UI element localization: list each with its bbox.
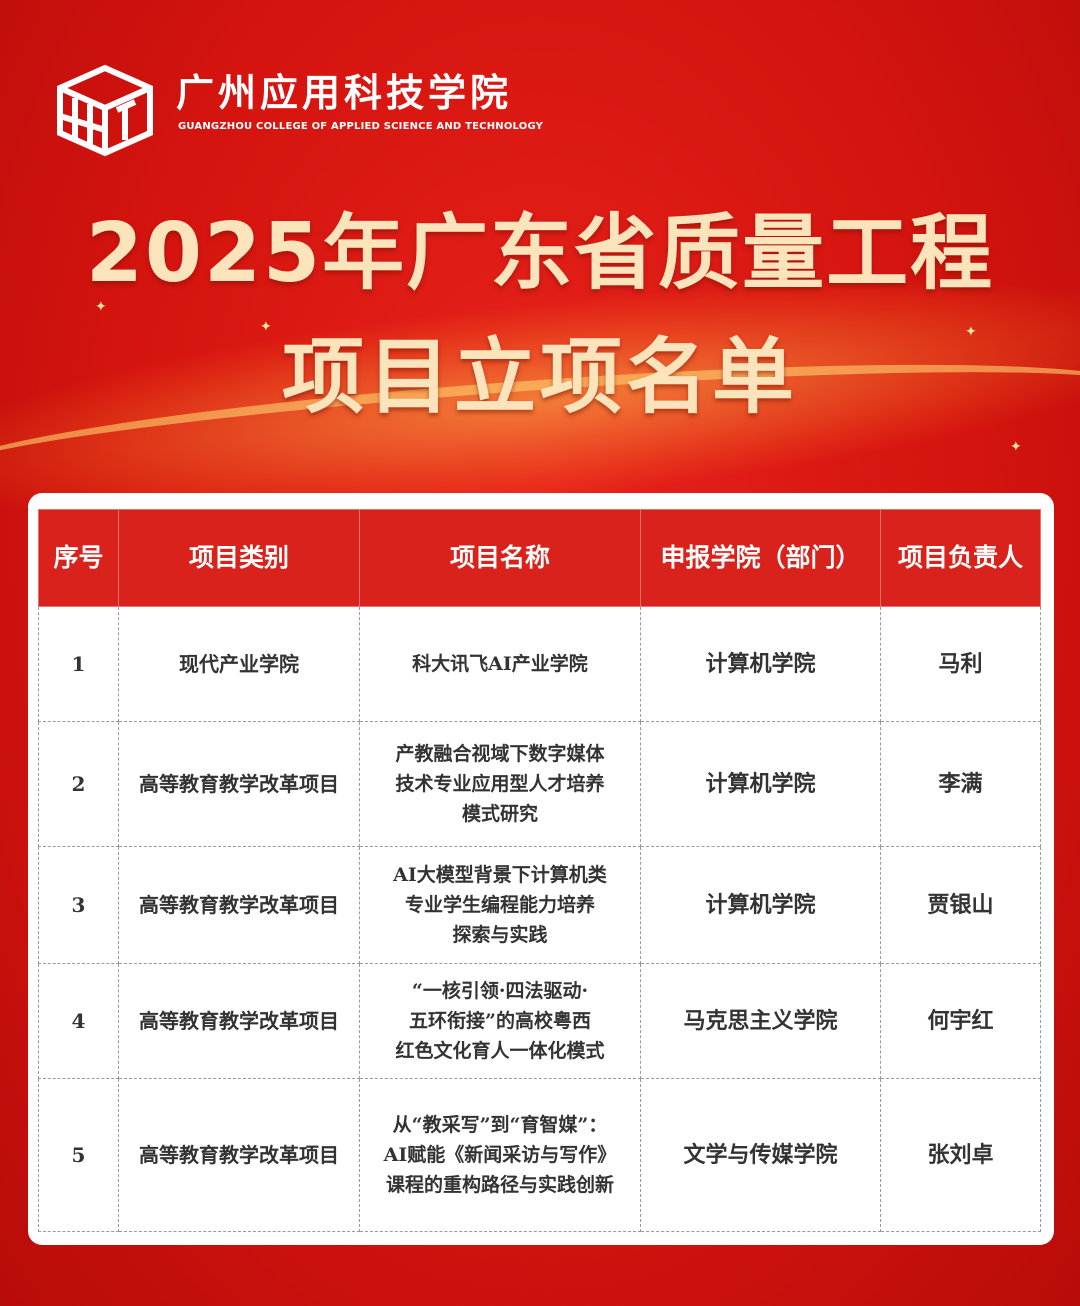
table-row: 2 高等教育教学改革项目 产教融合视域下数字媒体 技术专业应用型人才培养 模式研究 计算机… bbox=[38, 721, 1041, 847]
cell-dept: 计算机学院 bbox=[640, 846, 881, 964]
header-lead: 项目负责人 bbox=[880, 509, 1041, 607]
school-logo-icon bbox=[57, 64, 153, 157]
project-name-line: 技术专业应用型人才培养 bbox=[395, 773, 605, 795]
table-row: 1 现代产业学院 科大讯飞AI产业学院 计算机学院 马利 bbox=[38, 606, 1041, 722]
cell-no: 2 bbox=[38, 721, 119, 847]
project-table: 序号 项目类别 项目名称 申报学院（部门） 项目负责人 1 现代产业学院 科大讯飞AI产业学… bbox=[38, 509, 1041, 1232]
project-name-line: 从“教采写”到“育智媒”： bbox=[392, 1114, 608, 1136]
cell-category: 高等教育教学改革项目 bbox=[118, 1078, 360, 1232]
sparkle-icon: ✦ bbox=[260, 319, 272, 335]
cell-lead: 贾银山 bbox=[880, 846, 1041, 964]
cell-category: 高等教育教学改革项目 bbox=[118, 721, 360, 847]
project-name-line: 五环衔接”的高校粤西 bbox=[409, 1010, 591, 1032]
cell-no: 3 bbox=[38, 846, 119, 964]
table-row: 4 高等教育教学改革项目 “一核引领·四法驱动· 五环衔接”的高校粤西 红色文化育人一体… bbox=[38, 963, 1041, 1079]
cell-no: 5 bbox=[38, 1078, 119, 1232]
cell-dept: 文学与传媒学院 bbox=[640, 1078, 881, 1232]
project-name-line: AI大模型背景下计算机类 bbox=[393, 864, 607, 886]
cell-category: 现代产业学院 bbox=[118, 606, 360, 722]
cell-lead: 李满 bbox=[880, 721, 1041, 847]
cell-no: 4 bbox=[38, 963, 119, 1079]
page-title-line1: 2025年广东省质量工程 bbox=[85, 206, 995, 301]
cell-no: 1 bbox=[38, 606, 119, 722]
project-name-line: 探索与实践 bbox=[452, 924, 548, 946]
header-no: 序号 bbox=[38, 509, 119, 607]
cell-category: 高等教育教学改革项目 bbox=[118, 846, 360, 964]
cell-dept: 马克思主义学院 bbox=[640, 963, 881, 1079]
cell-dept: 计算机学院 bbox=[640, 721, 881, 847]
sparkle-icon: ✦ bbox=[965, 324, 977, 340]
header-dept: 申报学院（部门） bbox=[640, 509, 881, 607]
project-name-line: “一核引领·四法驱动· bbox=[411, 980, 589, 1002]
cell-project-name: 科大讯飞AI产业学院 bbox=[359, 606, 641, 722]
project-name-line: AI赋能《新闻采访与写作》 bbox=[383, 1144, 617, 1166]
sparkle-icon: ✦ bbox=[1010, 439, 1022, 455]
school-name-en: GUANGZHOU COLLEGE OF APPLIED SCIENCE AND… bbox=[178, 121, 544, 132]
sparkle-icon: ✦ bbox=[95, 299, 107, 315]
project-name-line: 专业学生编程能力培养 bbox=[404, 894, 595, 916]
cell-project-name: 从“教采写”到“育智媒”： AI赋能《新闻采访与写作》 课程的重构路径与实践创新 bbox=[359, 1078, 641, 1232]
header-category: 项目类别 bbox=[118, 509, 360, 607]
page-title-line2: 项目立项名单 bbox=[281, 330, 798, 425]
cell-lead: 马利 bbox=[880, 606, 1041, 722]
project-name-line: 红色文化育人一体化模式 bbox=[395, 1040, 605, 1062]
table-row: 3 高等教育教学改革项目 AI大模型背景下计算机类 专业学生编程能力培养 探索与实践 计算… bbox=[38, 846, 1041, 964]
project-name-line: 课程的重构路径与实践创新 bbox=[385, 1174, 614, 1196]
project-name-line: 产教融合视域下数字媒体 bbox=[395, 743, 605, 765]
project-name-line: 模式研究 bbox=[461, 803, 538, 825]
project-name-line: 科大讯飞AI产业学院 bbox=[412, 653, 588, 675]
cell-lead: 何宇红 bbox=[880, 963, 1041, 1079]
header-name: 项目名称 bbox=[359, 509, 641, 607]
cell-category: 高等教育教学改革项目 bbox=[118, 963, 360, 1079]
cell-project-name: AI大模型背景下计算机类 专业学生编程能力培养 探索与实践 bbox=[359, 846, 641, 964]
cell-lead: 张刘卓 bbox=[880, 1078, 1041, 1232]
school-name-cn: 广州应用科技学院 bbox=[176, 71, 513, 115]
table-row: 5 高等教育教学改革项目 从“教采写”到“育智媒”： AI赋能《新闻采访与写作》 课程的… bbox=[38, 1078, 1041, 1232]
cell-project-name: 产教融合视域下数字媒体 技术专业应用型人才培养 模式研究 bbox=[359, 721, 641, 847]
cell-dept: 计算机学院 bbox=[640, 606, 881, 722]
cell-project-name: “一核引领·四法驱动· 五环衔接”的高校粤西 红色文化育人一体化模式 bbox=[359, 963, 641, 1079]
